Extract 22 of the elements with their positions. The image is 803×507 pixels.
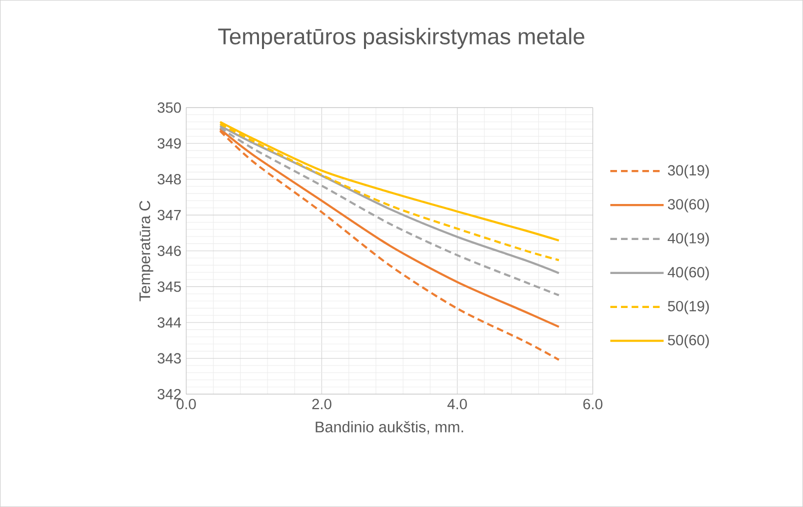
y-tick-label: 342 bbox=[158, 388, 181, 400]
legend-label: 40(19) bbox=[668, 232, 709, 246]
y-tick-label: 346 bbox=[158, 246, 181, 256]
legend-label: 50(19) bbox=[668, 300, 709, 314]
x-tick-label: 6.0 bbox=[583, 398, 602, 410]
y-tick-label: 347 bbox=[158, 210, 181, 220]
y-tick-label: 350 bbox=[158, 102, 181, 113]
y-axis-title: Temperatūra C bbox=[139, 200, 154, 302]
y-tick-label: 345 bbox=[158, 281, 181, 292]
x-axis-title: Bandinio aukštis, mm. bbox=[316, 421, 464, 434]
legend-label: 30(19) bbox=[668, 164, 709, 178]
x-tick-label: 4.0 bbox=[447, 398, 467, 410]
legend-label: 30(60) bbox=[668, 198, 709, 212]
chart-title: Temperatūros pasiskirstymas metale bbox=[218, 28, 584, 49]
y-tick-label: 344 bbox=[158, 317, 182, 328]
y-tick-label: 348 bbox=[158, 174, 181, 184]
legend-label: 50(60) bbox=[668, 334, 709, 348]
y-tick-label: 349 bbox=[158, 138, 181, 149]
x-tick-label: 2.0 bbox=[312, 398, 332, 410]
legend-label: 40(60) bbox=[668, 266, 709, 280]
x-tick-label: 0.0 bbox=[176, 398, 196, 410]
y-tick-label: 343 bbox=[158, 353, 181, 364]
